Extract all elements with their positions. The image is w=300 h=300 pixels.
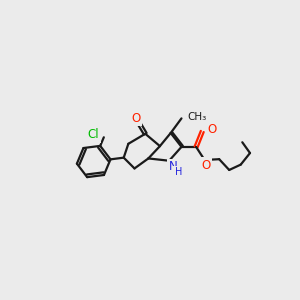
Text: O: O	[202, 159, 211, 172]
Text: H: H	[175, 167, 182, 177]
Text: O: O	[207, 123, 216, 136]
Text: O: O	[131, 112, 141, 125]
Text: Cl: Cl	[88, 128, 99, 142]
Text: N: N	[169, 160, 177, 173]
Text: CH₃: CH₃	[188, 112, 207, 122]
